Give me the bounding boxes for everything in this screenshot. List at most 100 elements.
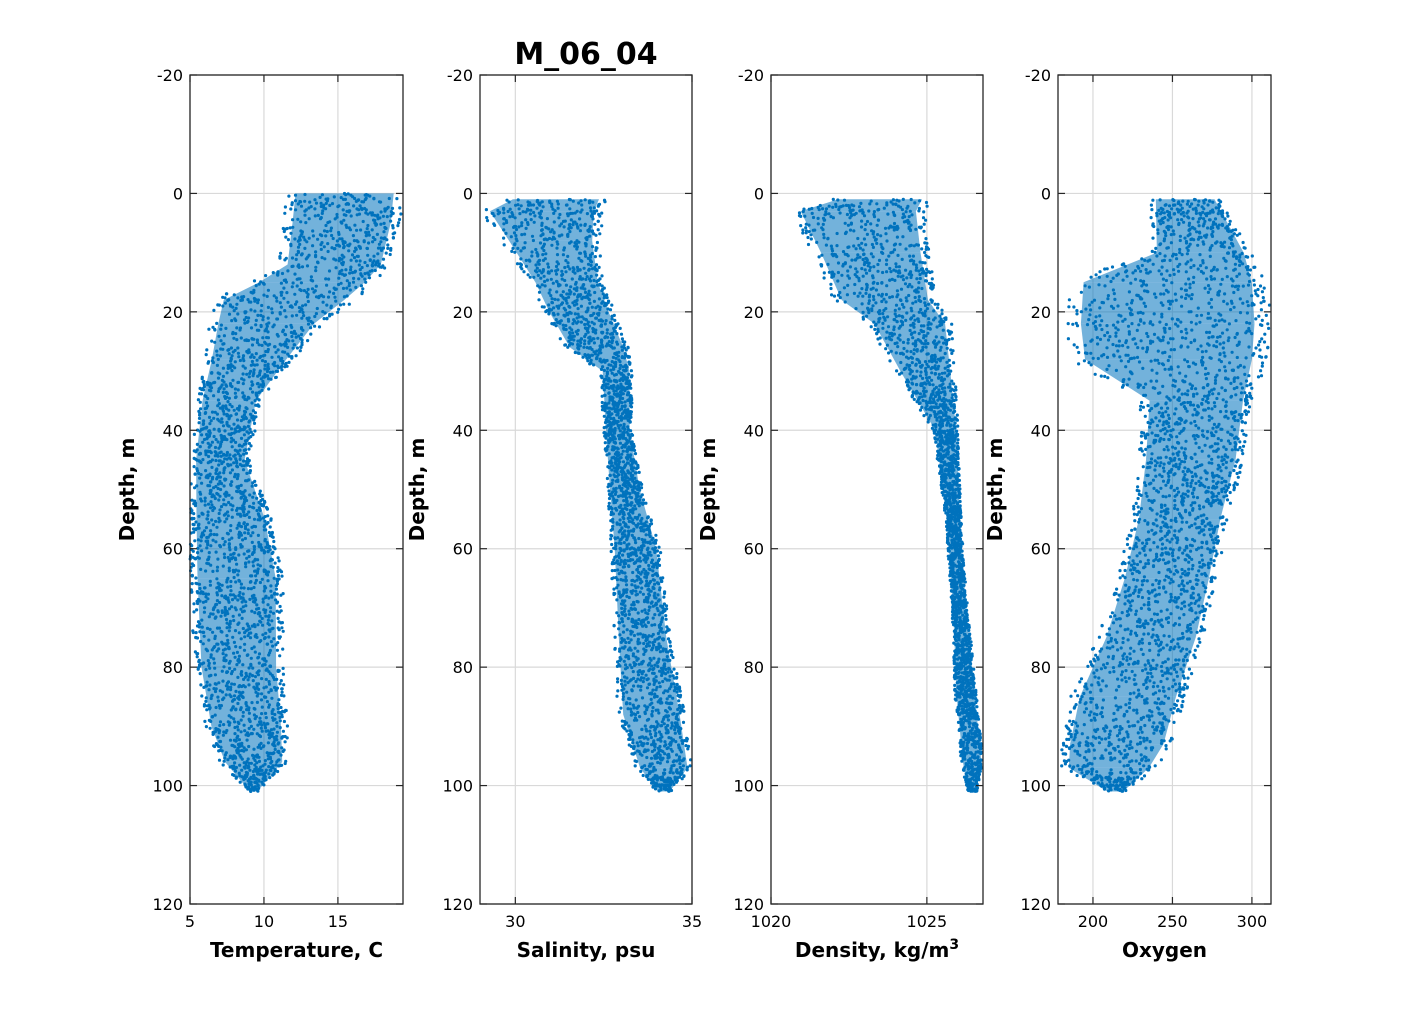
temperature-yaxis-label: Depth, m bbox=[115, 438, 139, 542]
salinity-point bbox=[518, 262, 522, 266]
temperature-point bbox=[279, 621, 283, 625]
temperature-point bbox=[397, 217, 402, 222]
temperature-point bbox=[299, 345, 303, 349]
salinity-point bbox=[609, 549, 613, 554]
temperature-point bbox=[347, 302, 351, 306]
temperature-density-core bbox=[202, 359, 287, 401]
temperature-point bbox=[255, 403, 260, 408]
salinity-point bbox=[610, 303, 614, 307]
temperature-point bbox=[207, 327, 211, 331]
salinity-point bbox=[600, 385, 604, 389]
temperature-point bbox=[193, 486, 197, 490]
temperature-point bbox=[275, 648, 279, 652]
temperature-point bbox=[378, 273, 382, 278]
salinity-point bbox=[588, 362, 592, 366]
salinity-point bbox=[625, 729, 629, 733]
salinity-point bbox=[522, 270, 526, 274]
temperature-point bbox=[337, 307, 341, 311]
salinity-point bbox=[613, 318, 617, 322]
temperature-point bbox=[205, 348, 209, 352]
temperature-point bbox=[192, 511, 196, 516]
salinity-point bbox=[485, 216, 489, 220]
temperature-point bbox=[280, 690, 284, 694]
temperature-point bbox=[271, 545, 275, 549]
temperature-point bbox=[204, 699, 208, 704]
temperature-point bbox=[258, 489, 262, 493]
temperature-point bbox=[253, 483, 257, 487]
temperature-point bbox=[274, 375, 278, 379]
salinity-point bbox=[595, 209, 599, 213]
salinity-point bbox=[600, 408, 605, 412]
salinity-point bbox=[654, 533, 658, 537]
salinity-point bbox=[598, 214, 602, 218]
temperature-point bbox=[287, 360, 291, 364]
temperature-point bbox=[203, 719, 207, 724]
temperature-point bbox=[199, 683, 203, 687]
temperature-point bbox=[279, 679, 283, 683]
temperature-point bbox=[213, 327, 217, 331]
temperature-point bbox=[232, 773, 236, 778]
salinity-point bbox=[631, 752, 636, 756]
salinity-point bbox=[610, 562, 614, 566]
salinity-point bbox=[620, 337, 625, 341]
temperature-point bbox=[257, 398, 261, 402]
temperature-density-core bbox=[287, 223, 391, 265]
salinity-point bbox=[641, 773, 645, 778]
temperature-point bbox=[280, 687, 284, 691]
salinity-point bbox=[628, 361, 632, 365]
salinity-point bbox=[610, 542, 614, 547]
temperature-point bbox=[197, 658, 201, 662]
temperature-point bbox=[391, 224, 395, 228]
salinity-point bbox=[615, 664, 620, 669]
temperature-ytick-label: -20 bbox=[157, 66, 183, 85]
salinity-point bbox=[597, 265, 601, 269]
salinity-point bbox=[605, 296, 609, 300]
salinity-point bbox=[617, 710, 621, 714]
salinity-point bbox=[485, 219, 490, 223]
temperature-point bbox=[246, 461, 250, 465]
salinity-point bbox=[677, 703, 682, 708]
temperature-point bbox=[193, 539, 197, 543]
salinity-point bbox=[596, 204, 600, 208]
temperature-point bbox=[253, 429, 257, 433]
salinity-point bbox=[599, 374, 603, 378]
temperature-point bbox=[288, 226, 292, 230]
temperature-density-core bbox=[211, 726, 283, 762]
temperature-point bbox=[221, 295, 225, 299]
temperature-point bbox=[290, 355, 294, 359]
salinity-point bbox=[664, 617, 668, 621]
salinity-point bbox=[661, 576, 665, 580]
temperature-point bbox=[389, 246, 393, 251]
temperature-point bbox=[393, 231, 397, 235]
salinity-point bbox=[616, 680, 620, 684]
salinity-point bbox=[603, 441, 607, 445]
temperature-point bbox=[202, 685, 206, 690]
temperature-point bbox=[267, 387, 271, 391]
temperature-point bbox=[214, 742, 218, 746]
temperature-point bbox=[399, 212, 403, 216]
temperature-point bbox=[204, 725, 208, 729]
temperature-xtick-label: 15 bbox=[328, 912, 348, 931]
temperature-point bbox=[272, 539, 276, 544]
temperature-point bbox=[210, 339, 214, 343]
temperature-density-core bbox=[211, 323, 314, 360]
temperature-density-core bbox=[201, 667, 281, 727]
temperature-point bbox=[252, 279, 257, 283]
salinity-point bbox=[677, 699, 681, 703]
temperature-point bbox=[271, 535, 275, 539]
temperature-point bbox=[275, 592, 279, 596]
temperature-density-core bbox=[196, 519, 276, 579]
temperature-point bbox=[192, 602, 196, 606]
temperature-density-core bbox=[292, 193, 394, 223]
temperature-point bbox=[283, 740, 287, 744]
temperature-point bbox=[192, 516, 196, 521]
temperature-point bbox=[360, 290, 364, 294]
temperature-point bbox=[249, 430, 253, 434]
temperature-ytick-label: 0 bbox=[173, 184, 183, 203]
salinity-point bbox=[627, 743, 631, 747]
salinity-point bbox=[633, 764, 637, 768]
salinity-point bbox=[629, 405, 634, 409]
temperature-point bbox=[206, 361, 210, 365]
